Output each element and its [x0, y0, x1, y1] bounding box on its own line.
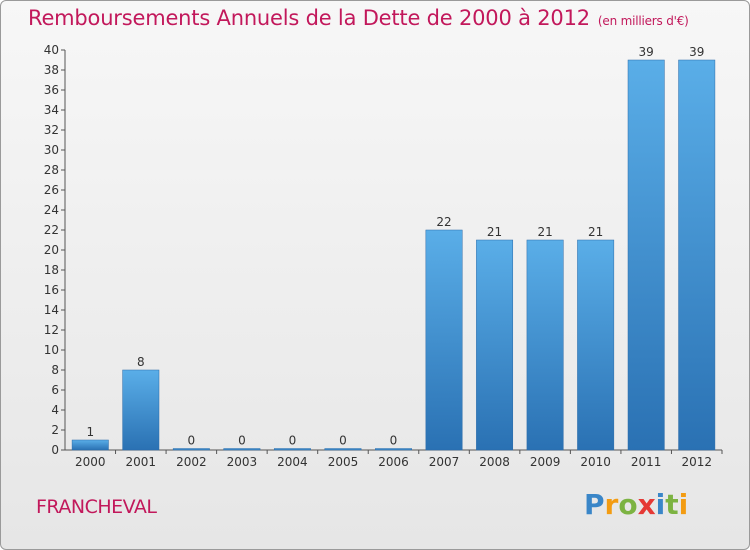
bar-2002: [172, 448, 210, 451]
x-tick-label: 2005: [328, 455, 359, 469]
chart-subtitle: (en milliers d'€): [597, 14, 689, 28]
y-tick-label: 18: [44, 263, 59, 277]
y-tick-label: 34: [44, 103, 59, 117]
x-axis: 2000 2001 2002 2003 2004 2005 2006 2007 2008 2009…: [65, 449, 723, 469]
x-tick-label: 2008: [479, 455, 510, 469]
y-tick-label: 38: [44, 63, 59, 77]
data-label-2002: 0: [188, 434, 196, 448]
x-tick-label: 2002: [176, 455, 207, 469]
chart-title: Remboursements Annuels de la Dette de 20…: [28, 6, 689, 30]
y-tick-label: 12: [44, 323, 59, 337]
data-label-2004: 0: [289, 434, 297, 448]
y-tick-label: 6: [51, 383, 59, 397]
data-label-2010: 21: [588, 225, 603, 239]
x-tick-label: 2007: [429, 455, 460, 469]
logo-letter: t: [665, 488, 679, 521]
y-tick-label: 40: [44, 43, 59, 57]
y-tick-label: 26: [44, 183, 59, 197]
x-tick-label: 2010: [580, 455, 611, 469]
data-label-2005: 0: [339, 434, 347, 448]
y-tick-label: 30: [44, 143, 59, 157]
y-tick-label: 22: [44, 223, 59, 237]
y-tick-label: 2: [51, 423, 59, 437]
data-label-2000: 1: [86, 425, 94, 439]
y-tick-label: 10: [44, 343, 59, 357]
y-tick-label: 28: [44, 163, 59, 177]
data-label-2001: 8: [137, 355, 145, 369]
bar-2003: [223, 448, 261, 451]
x-tick-label: 2004: [277, 455, 308, 469]
x-tick-label: 2012: [681, 455, 712, 469]
logo-letter: i: [678, 488, 689, 521]
y-tick-label: 16: [44, 283, 59, 297]
data-labels: 1 8 0 0 0 0 0 22 21 21 21 39 39: [86, 45, 704, 448]
logo-letter: x: [637, 488, 656, 521]
x-tick-label: 2006: [378, 455, 409, 469]
bar-2008: [476, 239, 514, 451]
bar-2012: [678, 59, 716, 451]
data-label-2007: 22: [436, 215, 451, 229]
logo-letter: r: [604, 488, 619, 521]
data-label-2011: 39: [639, 45, 654, 59]
y-tick-label: 4: [51, 403, 59, 417]
bar-2000: [71, 439, 109, 451]
proxiti-logo: Proxiti: [584, 488, 688, 521]
y-tick-label: 36: [44, 83, 59, 97]
bars: [71, 59, 716, 451]
data-label-2012: 39: [689, 45, 704, 59]
bar-2001: [122, 369, 160, 451]
bar-2009: [526, 239, 564, 451]
bar-2007: [425, 229, 463, 451]
logo-letter: o: [618, 488, 638, 521]
y-tick-label: 0: [51, 443, 59, 457]
x-tick-label: 2011: [631, 455, 662, 469]
bar-2006: [375, 448, 412, 451]
x-tick-label: 2001: [126, 455, 157, 469]
logo-letter: i: [655, 488, 666, 521]
y-tick-label: 8: [51, 363, 59, 377]
y-tick-label: 14: [44, 303, 59, 317]
data-label-2006: 0: [390, 434, 398, 448]
y-tick-label: 24: [44, 203, 59, 217]
data-label-2003: 0: [238, 434, 246, 448]
bar-2004: [273, 448, 311, 451]
commune-name: FRANCHEVAL: [36, 496, 157, 518]
x-tick-label: 2009: [530, 455, 561, 469]
bar-2011: [627, 59, 665, 451]
y-tick-label: 20: [44, 243, 59, 257]
x-tick-label: 2000: [75, 455, 106, 469]
logo-letter: P: [584, 488, 605, 521]
x-tick-label: 2003: [227, 455, 258, 469]
y-tick-label: 32: [44, 123, 59, 137]
bar-2005: [324, 448, 362, 451]
data-label-2008: 21: [487, 225, 502, 239]
data-label-2009: 21: [537, 225, 552, 239]
bar-2010: [577, 239, 615, 451]
chart-title-text: Remboursements Annuels de la Dette de 20…: [28, 6, 590, 30]
